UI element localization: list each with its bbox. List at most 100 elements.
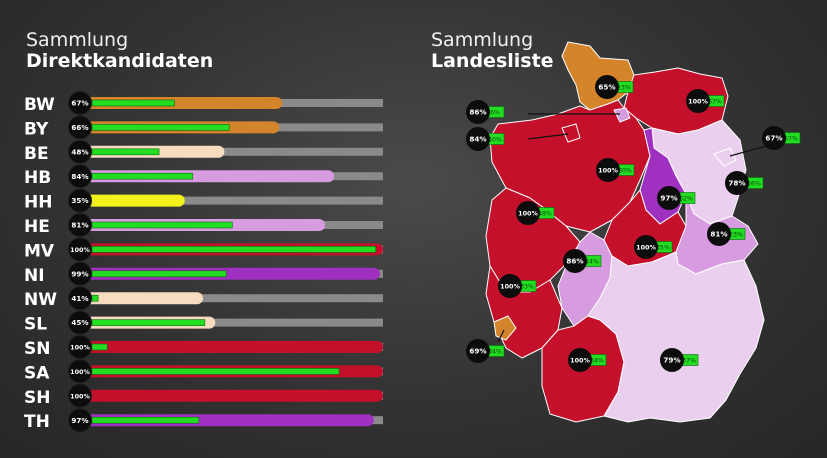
category-label: HE bbox=[24, 217, 50, 237]
value-label: 100% bbox=[500, 283, 520, 291]
secondary-label: 37% bbox=[682, 357, 696, 364]
percent-badge bbox=[68, 383, 92, 408]
bar-track bbox=[78, 318, 383, 327]
right-title-line1: Sammlung bbox=[431, 29, 534, 51]
percent-badge bbox=[68, 408, 92, 433]
category-label: BY bbox=[24, 119, 49, 139]
progress-bar bbox=[91, 294, 99, 302]
bar-row-ni: NI 99% bbox=[24, 261, 383, 286]
bar-track bbox=[78, 196, 383, 205]
state-by bbox=[587, 251, 765, 423]
bar-chart: BW 67% BY 66% BE 48% HB 84% HH 35% HE 81% MV 100% NI 99… bbox=[24, 91, 383, 433]
value-label: 69% bbox=[469, 347, 486, 356]
value-badge bbox=[563, 249, 587, 273]
category-label: NW bbox=[24, 290, 57, 310]
leader-line bbox=[729, 144, 771, 157]
secondary-label: 80% bbox=[618, 167, 632, 174]
value-badge bbox=[657, 186, 681, 210]
bar-row-sa: SA 100% bbox=[24, 359, 383, 384]
value-badge bbox=[596, 158, 620, 182]
value-badge bbox=[660, 348, 684, 372]
percent-label: 66% bbox=[71, 123, 88, 132]
percent-badge bbox=[68, 237, 92, 262]
bar-row-nw: NW 41% bbox=[24, 286, 383, 311]
value-badge bbox=[595, 75, 619, 99]
secondary-label: 48% bbox=[538, 210, 552, 217]
germany-map: 23%65%67%100%6%86%40%84% 57%67%80%100%66%… bbox=[466, 41, 801, 423]
percent-label: 35% bbox=[71, 196, 88, 205]
bar-row-sl: SL 45% bbox=[24, 310, 383, 335]
marker-th: 35%100% bbox=[634, 235, 673, 259]
bar-track bbox=[78, 147, 383, 156]
secondary-label: 34% bbox=[590, 357, 604, 364]
percent-label: 67% bbox=[71, 99, 88, 108]
percent-badge bbox=[68, 164, 92, 189]
value-bar bbox=[78, 389, 383, 402]
value-label: 100% bbox=[570, 357, 590, 365]
bar-row-sn: SN 100% bbox=[24, 335, 383, 359]
bar-row-bw: BW 67% bbox=[24, 91, 383, 115]
percent-badge bbox=[68, 213, 92, 237]
value-badge bbox=[725, 171, 749, 195]
marker-sh: 23%65% bbox=[595, 75, 634, 99]
category-label: MV bbox=[24, 241, 55, 261]
bar-row-th: TH 97% bbox=[24, 408, 383, 433]
percent-badge bbox=[68, 359, 92, 384]
percent-label: 48% bbox=[71, 147, 88, 156]
category-label: NI bbox=[24, 266, 45, 286]
value-badge bbox=[686, 89, 710, 113]
value-label: 86% bbox=[469, 108, 486, 117]
value-bar bbox=[78, 341, 383, 353]
value-badge bbox=[498, 274, 522, 298]
value-label: 81% bbox=[710, 230, 727, 239]
secondary-label: 44% bbox=[585, 258, 599, 265]
progress-bar bbox=[91, 368, 340, 375]
left-title-line1: Sammlung bbox=[26, 29, 129, 51]
marker-he: 44%86% bbox=[563, 249, 602, 273]
bar-row-hh: HH 35% bbox=[24, 188, 383, 213]
state-be bbox=[713, 147, 737, 167]
category-label: SN bbox=[24, 339, 50, 359]
value-badge bbox=[762, 126, 786, 150]
value-label: 79% bbox=[663, 356, 680, 365]
progress-bar bbox=[91, 148, 160, 156]
percent-badge bbox=[68, 188, 92, 213]
marker-sl: 34%69% bbox=[466, 329, 505, 363]
secondary-label: 66% bbox=[747, 180, 761, 187]
leader-line bbox=[527, 133, 569, 140]
leader-line bbox=[497, 329, 505, 343]
percent-badge bbox=[68, 115, 92, 140]
marker-bb: 66%78% bbox=[725, 171, 764, 195]
progress-bar bbox=[91, 99, 175, 107]
secondary-label: 57% bbox=[784, 135, 798, 142]
category-label: TH bbox=[24, 412, 50, 432]
marker-hh: 6% 86% bbox=[466, 100, 620, 124]
marker-hb: 40%84% bbox=[466, 127, 569, 151]
value-label: 86% bbox=[566, 257, 583, 266]
percent-badge bbox=[68, 139, 92, 164]
secondary-label: 35% bbox=[656, 244, 670, 251]
value-label: 100% bbox=[598, 167, 618, 175]
marker-nw: 48%100% bbox=[516, 201, 555, 225]
bar-row-be: BE 48% bbox=[24, 139, 383, 164]
secondary-label: 62% bbox=[679, 195, 693, 202]
marker-mv: 67%100% bbox=[686, 89, 725, 113]
category-label: SH bbox=[24, 388, 50, 408]
value-label: 100% bbox=[636, 244, 656, 252]
state-hb bbox=[561, 123, 581, 143]
secondary-label: 23% bbox=[617, 84, 631, 91]
percent-badge bbox=[68, 335, 92, 359]
progress-bar bbox=[91, 246, 376, 253]
secondary-label: 67% bbox=[708, 98, 722, 105]
marker-bw: 34%100% bbox=[568, 348, 607, 372]
marker-be: 57%67% bbox=[729, 126, 801, 157]
value-badge bbox=[568, 348, 592, 372]
value-badge bbox=[634, 235, 658, 259]
category-label: SL bbox=[24, 315, 47, 335]
percent-label: 81% bbox=[71, 221, 88, 230]
value-bar bbox=[78, 292, 204, 305]
progress-bar bbox=[91, 343, 108, 351]
category-label: SA bbox=[24, 363, 50, 383]
percent-label: 100% bbox=[70, 246, 90, 254]
value-badge bbox=[466, 339, 490, 363]
